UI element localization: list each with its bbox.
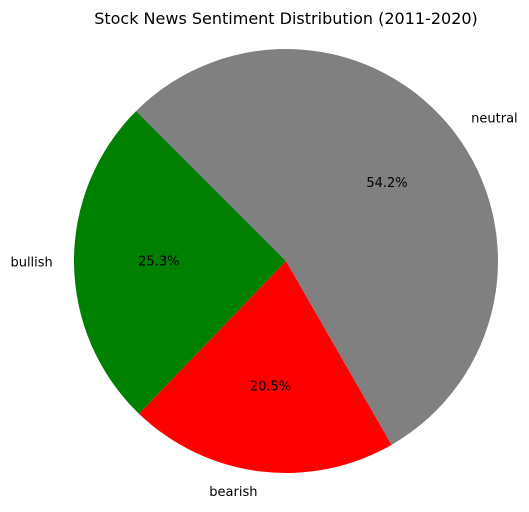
slice-percent-neutral: 54.2% [366,176,407,191]
slice-percent-bearish: 20.5% [250,380,291,395]
pie-labels: bullish 25.3% bearish 20.5% neutral 54.2% [10,112,517,500]
slice-percent-bullish: 25.3% [138,255,179,270]
pie-slice-neutral [136,48,499,445]
slice-label-bearish: bearish [209,485,257,500]
pie-slice-bearish [138,261,392,473]
slice-label-bullish: bullish [10,256,52,271]
pie-slice-bullish [74,111,286,414]
pie-slices [74,48,499,473]
slice-label-neutral: neutral [471,112,518,127]
chart-title: Stock News Sentiment Distribution (2011-… [94,9,478,28]
